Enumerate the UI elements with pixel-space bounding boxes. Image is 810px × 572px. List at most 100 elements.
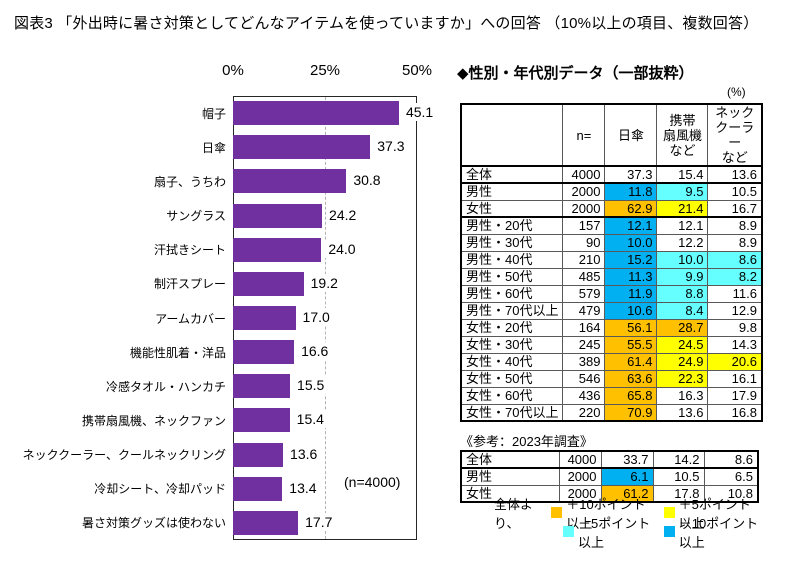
- category-label: アームカバー: [155, 311, 226, 326]
- category-label: 暑さ対策グッズは使わない: [81, 516, 226, 531]
- value-cell: 37.3: [604, 165, 658, 184]
- bar-row: ネッククーラー、クールネックリング 13.6: [20, 438, 445, 472]
- value-cell: 10.0: [604, 233, 658, 252]
- row-label: 男性: [460, 467, 560, 486]
- table-row: 女性・50代 546 63.6 22.3 16.1: [460, 369, 763, 388]
- value-cell: 61.4: [604, 352, 658, 371]
- table-row: 男性・60代 579 11.9 8.8 11.6: [460, 284, 763, 303]
- row-label: 全体: [460, 165, 564, 184]
- value-cell: 8.2: [707, 267, 763, 286]
- x-tick-50: 50%: [401, 62, 433, 79]
- bar-row: 冷感タオル・ハンカチ 15.5: [20, 369, 445, 403]
- bar-value-label: 16.6: [298, 342, 332, 361]
- bar-row: アームカバー 17.0: [20, 301, 445, 335]
- bar: [233, 442, 284, 467]
- row-label: 男性・40代: [460, 250, 564, 269]
- table-title: ◆性別・年代別データ（一部抜粋）: [457, 65, 694, 82]
- bar-row: 日傘 37.3: [20, 130, 445, 164]
- row-label: 女性・40代: [460, 352, 564, 371]
- value-cell: 14.2: [652, 450, 705, 469]
- value-cell: 13.6: [656, 403, 709, 422]
- table-row: 男性 2000 11.8 9.5 10.5: [460, 182, 763, 201]
- table-row: 女性・40代 389 61.4 24.9 20.6: [460, 352, 763, 371]
- value-cell: 17.8: [652, 484, 705, 503]
- category-label: サングラス: [166, 209, 226, 224]
- bar: [233, 271, 304, 296]
- bar-track: 17.0: [233, 306, 417, 331]
- bar-track: 19.2: [233, 271, 417, 296]
- category-label: 機能性肌着・洋品: [129, 345, 226, 360]
- bar-track: 30.8: [233, 169, 417, 194]
- row-n: 389: [562, 352, 606, 371]
- gender-age-table: n= 日傘 携帯 扇風機 など ネック クーラー など 全体 4000 37.3 15…: [460, 103, 763, 422]
- value-cell: 11.3: [604, 267, 658, 286]
- row-n: 164: [562, 318, 606, 337]
- value-cell: 15.4: [656, 165, 709, 184]
- value-cell: 12.9: [707, 301, 763, 320]
- bar-track: 24.2: [233, 203, 417, 228]
- value-cell: 24.5: [656, 335, 709, 354]
- value-cell: 65.8: [604, 386, 658, 405]
- value-cell: 10.0: [656, 250, 709, 269]
- bar-value-label: 37.3: [374, 137, 408, 156]
- table-row: 男性・40代 210 15.2 10.0 8.6: [460, 250, 763, 269]
- row-label: 男性・60代: [460, 284, 564, 303]
- bar-row: 帽子 45.1: [20, 96, 445, 130]
- row-label: 男性・30代: [460, 233, 564, 252]
- table-row: 女性・30代 245 55.5 24.5 14.3: [460, 335, 763, 354]
- value-cell: 10.8: [703, 484, 759, 503]
- row-n: 479: [562, 301, 606, 320]
- bar-track: 13.4: [233, 476, 417, 501]
- value-cell: 6.5: [703, 467, 759, 486]
- bar-row: 汗拭きシート 24.0: [20, 233, 445, 267]
- bar-value-label: 19.2: [307, 273, 341, 292]
- category-label: ネッククーラー、クールネックリング: [22, 448, 226, 463]
- row-n: 157: [562, 216, 606, 235]
- value-cell: 56.1: [604, 318, 658, 337]
- row-n: 579: [562, 284, 606, 303]
- bar: [233, 510, 299, 535]
- row-n: 4000: [562, 165, 606, 184]
- row-n: 210: [562, 250, 606, 269]
- category-label: 制汗スプレー: [153, 277, 226, 292]
- bar: [233, 101, 399, 126]
- row-n: 2000: [562, 199, 606, 218]
- bar-row: 扇子、うちわ 30.8: [20, 164, 445, 198]
- value-cell: 11.8: [604, 182, 658, 201]
- row-label: 男性: [460, 182, 564, 201]
- value-cell: 16.1: [707, 369, 763, 388]
- bar-value-label: 13.4: [286, 478, 320, 497]
- bar-track: 45.1: [233, 101, 437, 126]
- value-cell: 8.6: [703, 450, 759, 469]
- value-cell: 8.8: [656, 284, 709, 303]
- table-header-row: n= 日傘 携帯 扇風機 など ネック クーラー など: [460, 103, 763, 167]
- row-label: 女性・50代: [460, 369, 564, 388]
- value-cell: 9.5: [656, 182, 709, 201]
- bar-value-label: 13.6: [287, 444, 321, 463]
- bar-row: 冷却シート、冷却パッド 13.4: [20, 472, 445, 506]
- x-tick-0: 0%: [222, 62, 244, 79]
- table-row: 全体 4000 37.3 15.4 13.6: [460, 165, 763, 184]
- row-label: 女性: [460, 199, 564, 218]
- legend-swatch-minus10: [663, 526, 675, 537]
- bar-row: 携帯扇風機、ネックファン 15.4: [20, 403, 445, 437]
- legend-prefix: 全体より、: [494, 496, 534, 531]
- row-n: 90: [562, 233, 606, 252]
- table-row: 女性 2000 61.2 17.8 10.8: [460, 484, 759, 503]
- value-cell: 12.1: [656, 216, 709, 235]
- category-label: 汗拭きシート: [153, 243, 226, 258]
- bar: [233, 203, 323, 228]
- bar: [233, 237, 322, 262]
- value-cell: 10.5: [707, 182, 763, 201]
- bar-row: サングラス 24.2: [20, 198, 445, 232]
- value-cell: 8.4: [656, 301, 709, 320]
- category-label: 帽子: [201, 106, 226, 121]
- bar-row: 機能性肌着・洋品 16.6: [20, 335, 445, 369]
- row-label: 男性・50代: [460, 267, 564, 286]
- row-n: 4000: [558, 450, 602, 469]
- category-label: 冷感タオル・ハンカチ: [105, 379, 226, 394]
- legend-label-minus10: －10ポイント以上: [678, 515, 759, 550]
- value-cell: 9.9: [656, 267, 709, 286]
- legend-line-2: －5ポイント以上 －10ポイント以上: [559, 516, 760, 550]
